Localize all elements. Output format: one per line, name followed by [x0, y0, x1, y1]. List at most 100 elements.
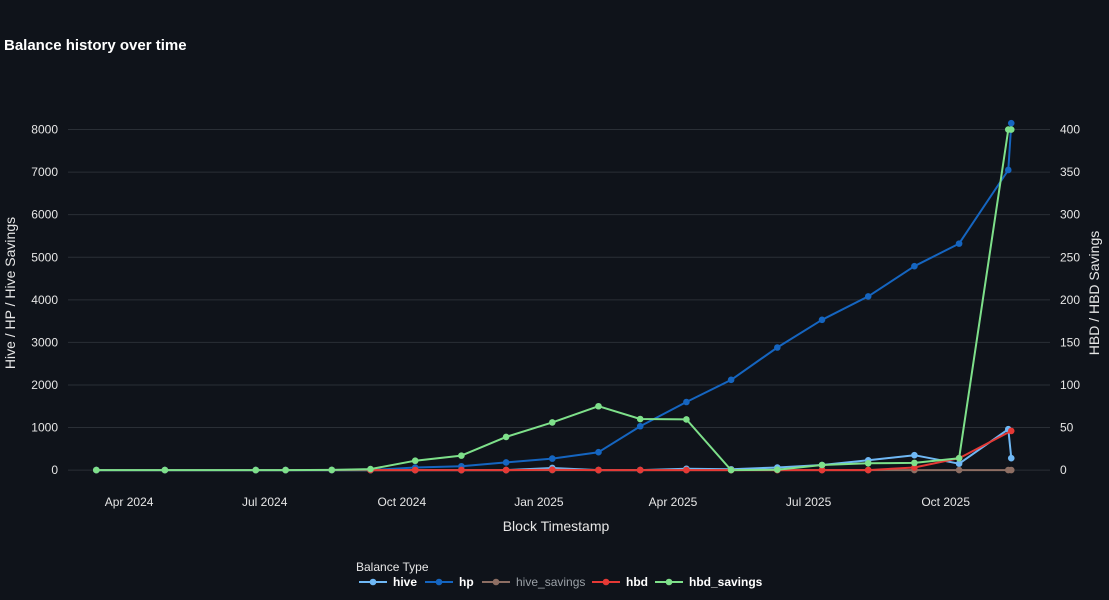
data-point-hbd_savings: [727, 466, 735, 474]
data-point-hbd_savings: [1007, 126, 1015, 133]
legend-swatch-marker: [602, 578, 610, 586]
data-point-hp: [636, 422, 644, 430]
x-tick-labels: Apr 2024 Jul 2024 Oct 2024 Jan 2025 Apr 2025…: [105, 495, 971, 509]
gridlines: [68, 129, 1050, 471]
data-point-hbd_savings: [161, 466, 169, 474]
data-point-hbd_savings: [595, 402, 602, 410]
legend-swatch-marker: [369, 578, 377, 586]
y-left-tick-label: 7000: [31, 165, 58, 179]
y-left-tick-label: 0: [51, 463, 58, 477]
data-point-hbd_savings: [411, 457, 419, 465]
data-point-hp: [774, 344, 781, 351]
y-right-tick-label: 0: [1060, 463, 1067, 477]
data-point-hbd_savings: [818, 461, 826, 469]
data-point-hbd_savings: [252, 466, 260, 474]
data-point-hp: [955, 240, 963, 247]
data-point-hbd_savings: [864, 459, 872, 467]
x-tick-label: Oct 2024: [377, 495, 426, 509]
data-point-hbd: [864, 466, 872, 474]
chart-title: Balance history over time: [4, 37, 187, 54]
legend-label: hp: [459, 575, 474, 589]
x-tick-label: Jul 2025: [786, 495, 832, 509]
data-point-hive: [955, 460, 963, 468]
y-right-tick-labels: 0 50 100 150 200 250 300 350 400: [1060, 123, 1080, 478]
legend-label: hive_savings: [516, 575, 585, 589]
legend-item-hbd[interactable]: hbd: [592, 575, 648, 589]
data-point-hbd: [818, 466, 826, 474]
data-point-hbd: [683, 466, 690, 474]
data-point-hp: [818, 316, 826, 324]
data-point-hp: [727, 376, 735, 384]
y-right-tick-label: 200: [1060, 293, 1080, 307]
data-point-hbd: [548, 466, 556, 473]
data-point-hp: [502, 459, 510, 466]
legend-label: hbd_savings: [689, 575, 763, 589]
y-right-tick-label: 50: [1060, 421, 1074, 435]
legend-item-hive[interactable]: hive: [359, 575, 417, 589]
y-left-tick-label: 8000: [31, 123, 58, 137]
data-point-hive_savings: [1007, 466, 1015, 474]
data-point-hbd_savings: [548, 419, 556, 426]
y-left-tick-label: 5000: [31, 250, 58, 264]
legend-item-hp[interactable]: hp: [425, 575, 474, 589]
data-point-hbd_savings: [683, 416, 690, 423]
data-point-hbd_savings: [636, 415, 644, 423]
legend-item-hive_savings[interactable]: hive_savings: [482, 575, 585, 589]
y-left-tick-label: 2000: [31, 378, 58, 392]
y-left-axis-label: Hive / HP / Hive Savings: [2, 217, 18, 369]
y-right-tick-label: 300: [1060, 208, 1080, 222]
y-right-tick-label: 400: [1060, 123, 1080, 137]
y-left-tick-label: 4000: [31, 293, 58, 307]
x-tick-label: Jan 2025: [514, 495, 564, 509]
x-axis-label: Block Timestamp: [503, 518, 610, 534]
y-left-tick-label: 6000: [31, 208, 58, 222]
x-tick-label: Jul 2024: [242, 495, 288, 509]
series-hbd_savings: [93, 126, 1015, 474]
data-point-hp: [595, 448, 602, 456]
y-right-tick-label: 250: [1060, 250, 1080, 264]
data-point-hp: [864, 293, 872, 300]
y-right-axis-label: HBD / HBD Savings: [1086, 231, 1102, 355]
data-point-hbd_savings: [774, 466, 781, 473]
legend-title: Balance Type: [356, 560, 429, 574]
data-point-hbd: [502, 466, 510, 474]
series-line-hp: [95, 122, 1013, 472]
data-point-hp: [911, 262, 918, 270]
x-tick-label: Oct 2025: [921, 495, 970, 509]
legend-item-hbd_savings[interactable]: hbd_savings: [655, 575, 763, 589]
y-right-tick-label: 150: [1060, 335, 1080, 349]
data-point-hbd: [1007, 427, 1015, 435]
series-lines: [93, 119, 1015, 474]
legend[interactable]: hive hp hive_savings hbd hbd_savings: [359, 575, 763, 589]
y-right-tick-label: 100: [1060, 378, 1080, 392]
data-point-hbd: [411, 466, 419, 474]
series-hive: [93, 425, 1015, 474]
y-left-tick-label: 3000: [31, 335, 58, 349]
data-point-hbd_savings: [367, 465, 374, 473]
data-point-hp: [548, 455, 556, 462]
data-point-hp: [683, 398, 690, 406]
data-point-hbd: [636, 466, 644, 474]
data-point-hbd_savings: [458, 452, 465, 459]
legend-swatch-marker: [492, 578, 500, 586]
data-point-hbd: [458, 466, 465, 474]
data-point-hive: [1007, 454, 1015, 462]
data-point-hbd_savings: [93, 466, 100, 474]
data-point-hbd: [595, 466, 602, 474]
data-point-hbd_savings: [328, 466, 336, 474]
y-left-tick-labels: 0 1000 2000 3000 4000 5000 6000 7000 8000: [31, 123, 58, 478]
x-tick-label: Apr 2024: [105, 495, 154, 509]
data-point-hive: [911, 451, 918, 459]
data-point-hbd_savings: [282, 466, 289, 474]
data-point-hbd_savings: [911, 459, 918, 467]
data-point-hive_savings: [955, 466, 963, 474]
data-point-hp: [1004, 166, 1012, 174]
data-point-hp: [1007, 119, 1015, 127]
data-point-hbd: [911, 464, 918, 471]
y-left-tick-label: 1000: [31, 421, 58, 435]
data-point-hbd_savings: [502, 433, 510, 441]
y-right-tick-label: 350: [1060, 165, 1080, 179]
data-point-hbd_savings: [955, 454, 963, 462]
x-tick-label: Apr 2025: [649, 495, 698, 509]
